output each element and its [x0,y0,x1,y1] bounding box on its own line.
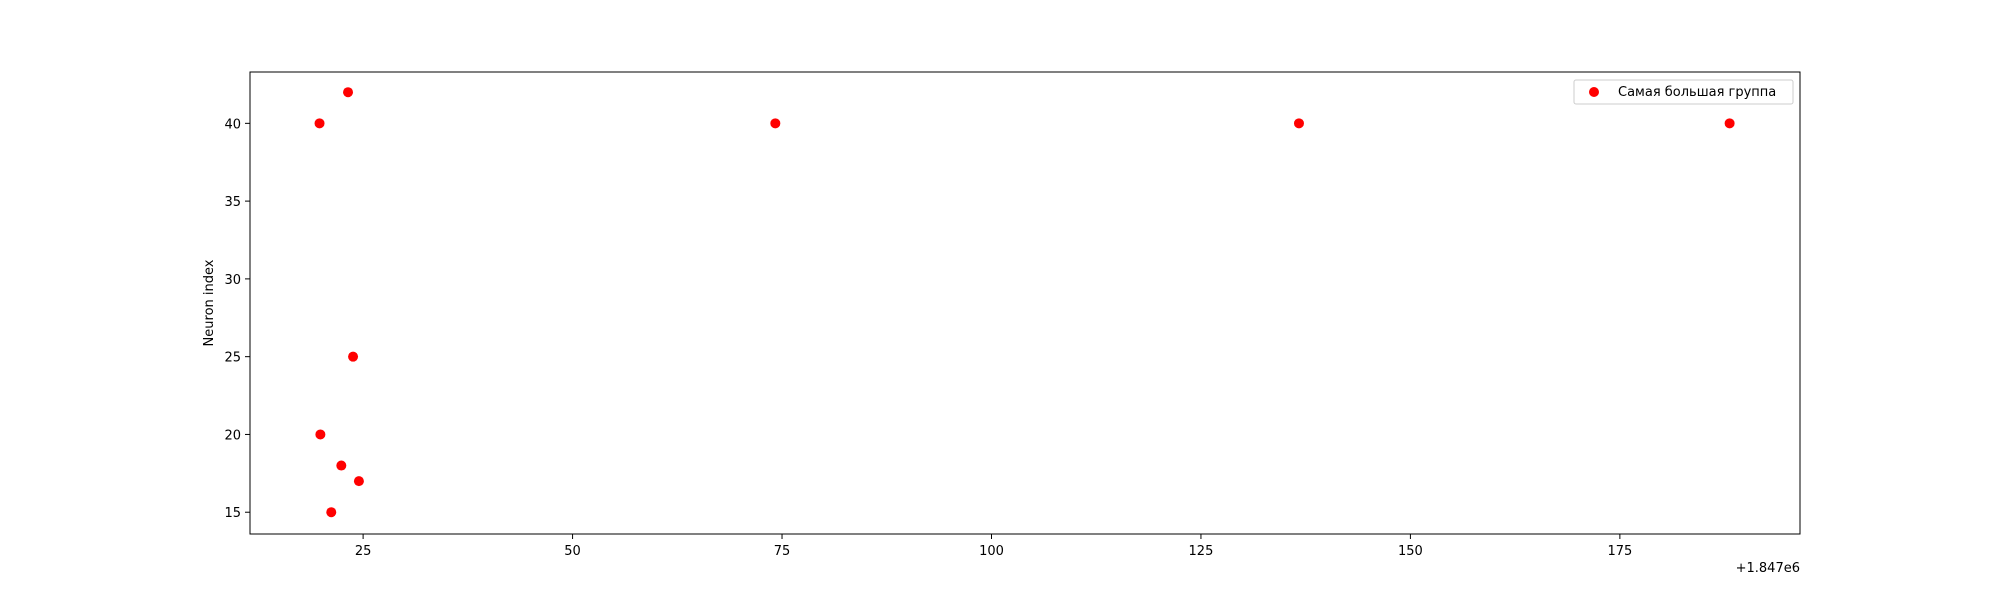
y-axis: 15 20 25 30 35 40 [224,117,250,521]
data-point [353,476,364,487]
data-point [315,429,326,440]
plot-frame [249,71,1801,535]
x-tick-label: 125 [1189,544,1214,559]
legend: Самая большая группа [1573,79,1794,105]
x-tick-label: 50 [564,544,581,559]
data-point [348,351,359,362]
data-point [1293,118,1304,129]
data-point [770,118,781,129]
legend-label: Самая большая группа [1618,85,1776,100]
x-tick-label: 100 [979,544,1004,559]
x-axis: 25 50 75 100 125 150 175 [355,534,1632,559]
y-tick-label: 25 [224,351,241,366]
data-point [336,460,347,471]
x-tick-label: 25 [355,544,372,559]
legend-box [1573,79,1794,105]
y-axis-label: Neuron index [202,259,217,346]
data-points [314,87,1735,518]
y-tick-label: 15 [224,506,241,521]
y-tick-label: 35 [224,195,241,210]
x-tick-label: 75 [774,544,791,559]
data-point [1724,118,1735,129]
y-tick-label: 20 [224,428,241,443]
x-tick-label: 150 [1398,544,1423,559]
data-point [343,87,354,98]
data-point [326,507,337,518]
x-tick-label: 175 [1607,544,1632,559]
x-offset-label: +1.847e6 [1736,561,1800,576]
data-point [314,118,325,129]
y-tick-label: 40 [224,117,241,132]
legend-marker [1589,87,1599,97]
y-tick-label: 30 [224,273,241,288]
